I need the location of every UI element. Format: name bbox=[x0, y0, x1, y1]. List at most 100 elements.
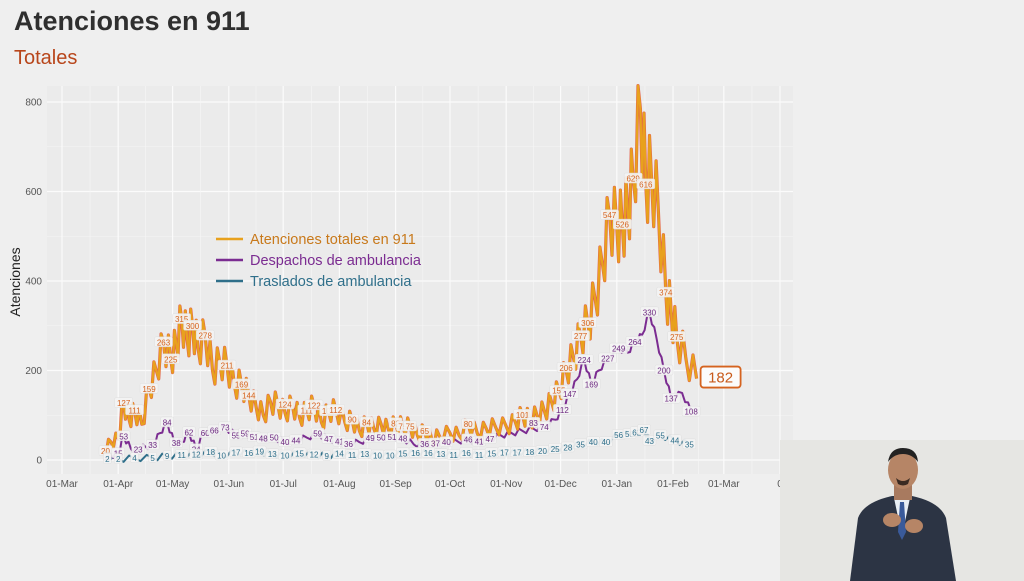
data-label: 10 bbox=[373, 452, 382, 461]
data-label-bg bbox=[160, 416, 174, 428]
data-label-bg bbox=[183, 320, 202, 331]
data-label-bg bbox=[636, 178, 656, 190]
data-label: 122 bbox=[307, 401, 321, 410]
data-label-bg bbox=[239, 389, 259, 401]
plot-panel bbox=[47, 86, 793, 474]
data-label-bg bbox=[600, 209, 619, 220]
data-label: 48 bbox=[398, 435, 407, 444]
data-label-bg bbox=[682, 438, 697, 450]
data-label-bg bbox=[396, 432, 410, 444]
data-label-bg bbox=[483, 433, 497, 444]
data-label: 56 bbox=[614, 431, 623, 440]
data-label-bg bbox=[403, 420, 417, 432]
data-label-bg bbox=[139, 383, 159, 394]
data-label: 526 bbox=[616, 221, 630, 230]
data-label: 41 bbox=[335, 438, 344, 447]
data-label-bg bbox=[560, 388, 579, 399]
x-tick-label: 01-Jun bbox=[214, 479, 245, 490]
data-label: 330 bbox=[643, 308, 657, 317]
data-label-bg bbox=[637, 424, 651, 435]
data-label: 169 bbox=[585, 380, 599, 389]
data-label: 225 bbox=[164, 355, 178, 364]
data-label: 13 bbox=[436, 450, 445, 459]
data-label-bg bbox=[145, 439, 160, 450]
data-label: 211 bbox=[221, 362, 234, 371]
data-label-bg bbox=[161, 353, 181, 365]
data-label-bg bbox=[537, 421, 552, 432]
data-label: 20 bbox=[101, 447, 110, 456]
data-label: 374 bbox=[659, 289, 673, 298]
data-label: 169 bbox=[235, 380, 249, 389]
data-label: 51 bbox=[250, 433, 259, 442]
data-label: 10 bbox=[386, 452, 395, 461]
data-label: 40 bbox=[442, 438, 451, 447]
data-label: 41 bbox=[475, 438, 484, 447]
data-label: 62 bbox=[632, 428, 641, 437]
legend-label: Despachos de ambulancia bbox=[250, 253, 422, 269]
data-label: 15 bbox=[295, 449, 304, 458]
data-label: 264 bbox=[628, 338, 642, 347]
sign-language-interpreter-video bbox=[780, 440, 1024, 581]
data-label: 18 bbox=[525, 448, 534, 457]
data-label: 315 bbox=[175, 315, 189, 324]
data-label: 9 bbox=[165, 452, 170, 461]
data-label-bg bbox=[642, 435, 657, 446]
data-label-bg bbox=[232, 378, 251, 390]
axes: 0 200 400 600 800 01-Mar 01-Apr 01-May 01-Jun 01-… bbox=[25, 98, 783, 491]
data-label-bg bbox=[513, 409, 532, 420]
data-label-bg bbox=[326, 404, 346, 415]
data-label-bg bbox=[661, 392, 681, 404]
data-label: 616 bbox=[639, 180, 653, 189]
data-label: 35 bbox=[576, 440, 585, 449]
data-label-bg bbox=[681, 405, 701, 417]
data-label: 306 bbox=[581, 319, 595, 328]
data-label: 15 bbox=[487, 449, 496, 458]
data-label: 67 bbox=[640, 426, 649, 435]
data-label: 2 bbox=[105, 455, 110, 464]
y-axis-label: Atenciones bbox=[7, 247, 23, 316]
data-label: 19 bbox=[255, 447, 264, 456]
data-label: 43 bbox=[645, 437, 654, 446]
data-label-bg bbox=[553, 404, 572, 415]
data-label-bg bbox=[322, 450, 331, 461]
data-label: 12 bbox=[192, 451, 201, 460]
data-label: 11 bbox=[178, 451, 187, 460]
data-label-bg bbox=[130, 452, 139, 463]
page-title: Atenciones en 911 bbox=[14, 6, 250, 36]
data-label: 200 bbox=[657, 367, 671, 376]
data-label: 35 bbox=[685, 440, 694, 449]
data-label-bg bbox=[571, 330, 590, 341]
data-label: 278 bbox=[199, 332, 213, 341]
data-label-bg bbox=[556, 362, 576, 373]
data-label: 206 bbox=[559, 364, 573, 373]
data-label: 10 bbox=[281, 452, 290, 461]
data-label: 53 bbox=[119, 432, 128, 441]
data-label: 11 bbox=[449, 451, 458, 460]
data-label: 127 bbox=[117, 399, 131, 408]
data-label: 36 bbox=[420, 440, 429, 449]
data-label: 17 bbox=[513, 448, 522, 457]
data-label: 37 bbox=[431, 439, 440, 448]
data-label-bg bbox=[289, 434, 303, 446]
callout-box bbox=[699, 365, 742, 389]
data-label: 147 bbox=[563, 390, 577, 399]
data-label: 74 bbox=[540, 423, 549, 432]
data-label-bg bbox=[275, 398, 295, 410]
data-label: 13 bbox=[268, 450, 277, 459]
data-label-bg bbox=[439, 436, 454, 447]
callout-value: 182 bbox=[708, 370, 733, 387]
data-label: 275 bbox=[670, 333, 684, 342]
data-label-bg bbox=[582, 378, 601, 390]
data-label: 547 bbox=[603, 211, 617, 220]
data-label: 28 bbox=[563, 443, 572, 452]
data-label: 629 bbox=[626, 175, 640, 184]
data-label: 38 bbox=[172, 439, 181, 448]
data-label: 55 bbox=[232, 431, 241, 440]
data-label-bg bbox=[667, 331, 686, 342]
x-tick-label: 01-Mar bbox=[708, 479, 740, 490]
x-tick-label: 01-Mar bbox=[46, 479, 78, 490]
data-label-bg bbox=[154, 336, 173, 348]
data-label-bg bbox=[668, 434, 682, 446]
data-label-bg bbox=[640, 306, 659, 318]
data-label: 15 bbox=[398, 449, 407, 458]
